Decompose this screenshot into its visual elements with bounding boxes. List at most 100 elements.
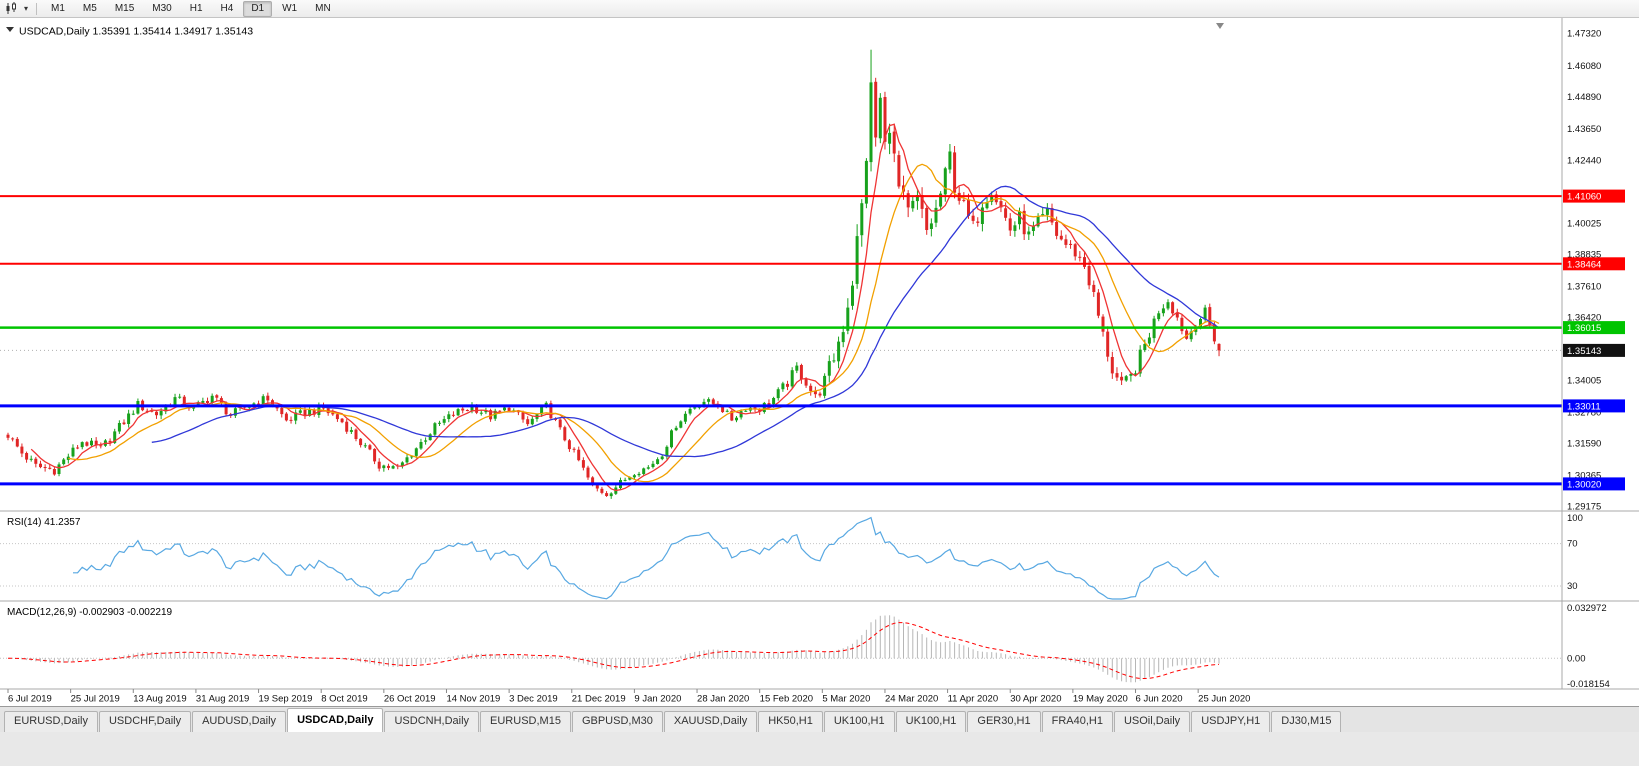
svg-text:1.38464: 1.38464 xyxy=(1567,259,1601,270)
timeframe-button-mn[interactable]: MN xyxy=(315,2,331,14)
chart-tab-eurusd-m15[interactable]: EURUSD,M15 xyxy=(480,711,571,732)
svg-text:1.33011: 1.33011 xyxy=(1567,401,1601,412)
chart-tabs-bar: EURUSD,Daily USDCHF,Daily AUDUSD,Daily USDC… xyxy=(0,706,1639,732)
timeframe-button-h4[interactable]: H4 xyxy=(220,2,234,14)
timeframe-button-m30[interactable]: M30 xyxy=(152,2,172,14)
svg-text:1.30020: 1.30020 xyxy=(1567,479,1601,490)
svg-text:3 Dec 2019: 3 Dec 2019 xyxy=(509,694,558,705)
horizontal-levels xyxy=(0,195,1562,486)
toolbar-separator xyxy=(36,2,37,15)
svg-text:1.43650: 1.43650 xyxy=(1567,124,1601,135)
rsi-panel xyxy=(0,516,1562,600)
macd-panel xyxy=(0,615,1562,683)
rsi-title: RSI(14) 41.2357 xyxy=(7,517,81,528)
svg-text:8 Oct 2019: 8 Oct 2019 xyxy=(321,694,367,705)
timeframe-button-m1[interactable]: M1 xyxy=(51,2,65,14)
svg-text:1.46080: 1.46080 xyxy=(1567,61,1601,72)
price-badge-1.36015 xyxy=(1563,321,1625,335)
price-badges: 1.41060 1.38464 1.36015 1.33011 1.30020 1.351… xyxy=(1563,189,1625,491)
chart-tab-usoil-daily[interactable]: USOil,Daily xyxy=(1113,711,1191,732)
svg-text:11 Apr 2020: 11 Apr 2020 xyxy=(948,694,999,705)
svg-text:1.37610: 1.37610 xyxy=(1567,282,1601,293)
svg-text:30: 30 xyxy=(1567,581,1578,592)
chart-tab-hk50-h1[interactable]: HK50,H1 xyxy=(758,711,823,732)
timeframe-toolbar: ▾ M1 M5 M15 M30 H1 H4 D1 W1 MN xyxy=(0,0,1639,18)
chart-canvas[interactable]: 1.47320 1.46080 1.44890 1.43650 1.42440 1.400… xyxy=(0,18,1639,706)
chart-tab-uk100-h1[interactable]: UK100,H1 xyxy=(823,711,895,732)
chart-tab-usdjpy-h1[interactable]: USDJPY,H1 xyxy=(1191,711,1271,732)
ma-line-slow-ma xyxy=(151,185,1220,458)
timeframe-button-m15[interactable]: M15 xyxy=(114,2,135,14)
price-scale[interactable]: 1.47320 1.46080 1.44890 1.43650 1.42440 1.400… xyxy=(1567,29,1610,691)
chart-type-dropdown-caret-icon[interactable]: ▾ xyxy=(23,4,28,13)
candlestick-chart-icon xyxy=(6,2,16,14)
svg-text:1.29175: 1.29175 xyxy=(1567,501,1601,512)
svg-text:28 Jan 2020: 28 Jan 2020 xyxy=(697,694,749,705)
svg-text:14 Nov 2019: 14 Nov 2019 xyxy=(446,694,500,705)
chart-tab-gbpusd-m30[interactable]: GBPUSD,M30 xyxy=(571,711,663,732)
symbol-dropdown-icon[interactable] xyxy=(6,27,14,32)
price-badge-1.38464 xyxy=(1563,257,1625,271)
svg-text:1.32780: 1.32780 xyxy=(1567,407,1601,418)
chart-tab-audusd-daily[interactable]: AUDUSD,Daily xyxy=(192,711,287,732)
svg-text:24 Mar 2020: 24 Mar 2020 xyxy=(885,694,938,705)
panel-splitters[interactable] xyxy=(0,18,1639,690)
svg-text:26 Oct 2019: 26 Oct 2019 xyxy=(384,694,436,705)
chart-tab-uk100-h1[interactable]: UK100,H1 xyxy=(895,711,967,732)
svg-text:30 Apr 2020: 30 Apr 2020 xyxy=(1010,694,1061,705)
chart-tab-usdchf-daily[interactable]: USDCHF,Daily xyxy=(98,711,192,732)
chart-tab-dj30-m15[interactable]: DJ30,M15 xyxy=(1271,711,1342,732)
rsi-line xyxy=(73,516,1220,600)
svg-text:0.032972: 0.032972 xyxy=(1567,603,1607,614)
svg-text:1.36015: 1.36015 xyxy=(1567,323,1601,334)
svg-text:70: 70 xyxy=(1567,539,1578,550)
chart-background xyxy=(0,18,1639,706)
svg-text:0.00: 0.00 xyxy=(1567,653,1586,664)
time-scale[interactable]: 6 Jul 2019 25 Jul 2019 13 Aug 2019 31 Aug 2… xyxy=(7,689,1250,705)
svg-text:100: 100 xyxy=(1567,513,1583,524)
svg-text:15 Feb 2020: 15 Feb 2020 xyxy=(760,694,813,705)
chart-tab-usdcnh-daily[interactable]: USDCNH,Daily xyxy=(384,711,480,732)
chart-type-icon[interactable] xyxy=(3,1,21,17)
chart-title: USDCAD,Daily 1.35391 1.35414 1.34917 1.3… xyxy=(19,26,253,38)
svg-text:1.34005: 1.34005 xyxy=(1567,376,1601,387)
chart-tab-usdcad-daily[interactable]: USDCAD,Daily xyxy=(287,708,384,732)
chart-tab-xauusd-daily[interactable]: XAUUSD,Daily xyxy=(663,711,758,732)
window-background xyxy=(0,732,1639,766)
macd-title: MACD(12,26,9) -0.002903 -0.002219 xyxy=(7,607,173,618)
timeframe-button-d1[interactable]: D1 xyxy=(243,0,273,17)
price-badge-1.30020 xyxy=(1563,477,1625,491)
svg-text:1.30365: 1.30365 xyxy=(1567,470,1601,481)
price-badge-1.41060 xyxy=(1563,189,1625,203)
svg-text:1.35143: 1.35143 xyxy=(1567,346,1601,357)
chart-shift-marker[interactable] xyxy=(1216,23,1224,29)
chart-tab-ger30-h1[interactable]: GER30,H1 xyxy=(967,711,1041,732)
svg-text:21 Dec 2019: 21 Dec 2019 xyxy=(572,694,626,705)
svg-text:1.41060: 1.41060 xyxy=(1567,192,1601,203)
svg-text:31 Aug 2019: 31 Aug 2019 xyxy=(196,694,249,705)
timeframe-button-h1[interactable]: H1 xyxy=(189,2,203,14)
price-badge-1.35143 xyxy=(1563,343,1625,357)
svg-text:1.38835: 1.38835 xyxy=(1567,250,1601,261)
price-badge-1.33011 xyxy=(1563,399,1625,413)
timeframe-button-w1[interactable]: W1 xyxy=(282,2,298,14)
svg-text:9 Jan 2020: 9 Jan 2020 xyxy=(634,694,681,705)
chart-tab-eurusd-daily[interactable]: EURUSD,Daily xyxy=(4,711,98,732)
svg-text:13 Aug 2019: 13 Aug 2019 xyxy=(133,694,186,705)
chart-window: 1.47320 1.46080 1.44890 1.43650 1.42440 1.400… xyxy=(0,18,1639,706)
svg-text:19 Sep 2019: 19 Sep 2019 xyxy=(259,694,313,705)
svg-text:1.40025: 1.40025 xyxy=(1567,219,1601,230)
svg-text:1.31590: 1.31590 xyxy=(1567,438,1601,449)
svg-text:1.44890: 1.44890 xyxy=(1567,92,1601,103)
svg-text:1.36420: 1.36420 xyxy=(1567,313,1601,324)
chart-tab-fra40-h1[interactable]: FRA40,H1 xyxy=(1041,711,1113,732)
svg-text:19 May 2020: 19 May 2020 xyxy=(1073,694,1128,705)
svg-text:5 Mar 2020: 5 Mar 2020 xyxy=(822,694,870,705)
timeframe-buttons: M1 M5 M15 M30 H1 H4 D1 W1 MN xyxy=(42,0,340,17)
timeframe-button-m5[interactable]: M5 xyxy=(82,2,97,14)
svg-text:25 Jun 2020: 25 Jun 2020 xyxy=(1198,694,1250,705)
svg-text:1.42440: 1.42440 xyxy=(1567,156,1601,167)
svg-text:1.47320: 1.47320 xyxy=(1567,29,1601,40)
svg-text:25 Jul 2019: 25 Jul 2019 xyxy=(71,694,120,705)
